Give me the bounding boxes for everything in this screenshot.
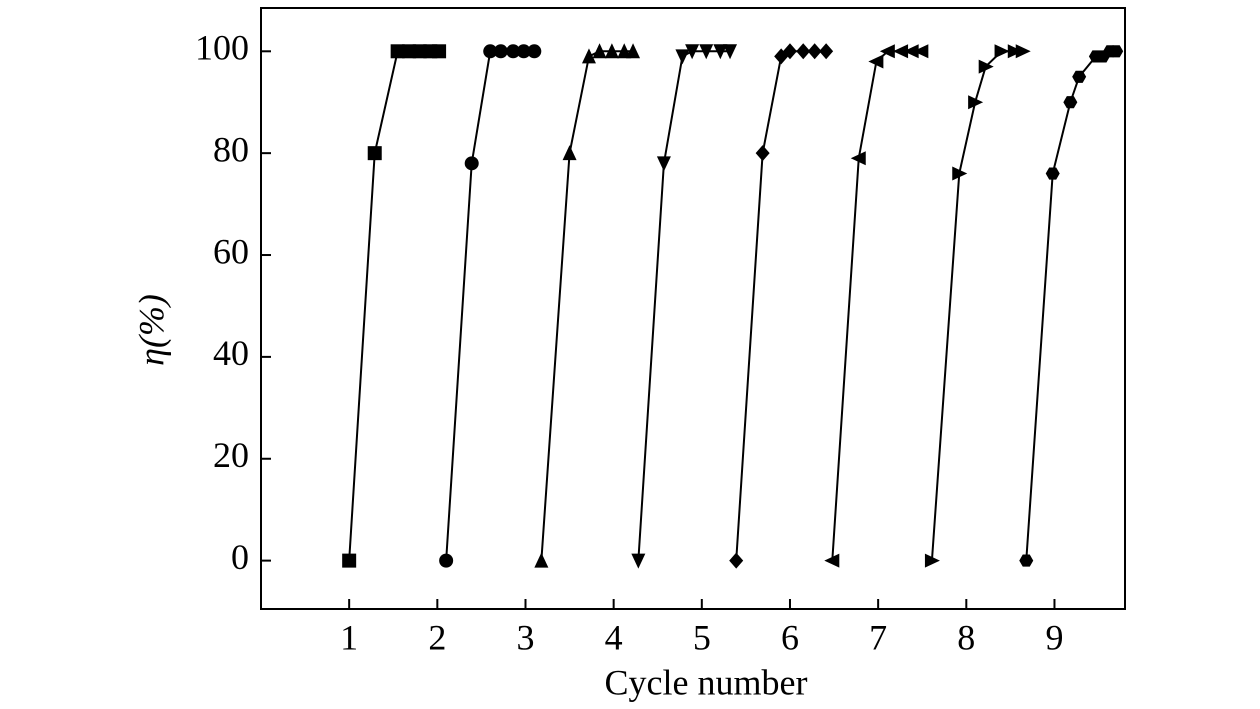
series-line bbox=[637, 50, 731, 561]
data-point bbox=[675, 49, 690, 65]
data-point bbox=[631, 553, 646, 569]
series-line bbox=[930, 50, 1023, 561]
y-axis-label: η(%) bbox=[131, 294, 171, 366]
data-point bbox=[796, 43, 811, 60]
data-point bbox=[755, 145, 770, 162]
data-point bbox=[723, 44, 738, 60]
data-point bbox=[562, 145, 577, 161]
data-point bbox=[493, 44, 508, 59]
y-tick-label: 0 bbox=[231, 537, 249, 577]
series-line bbox=[540, 50, 634, 561]
data-point bbox=[432, 44, 447, 59]
x-tick-label: 2 bbox=[428, 617, 446, 657]
y-tick-label: 20 bbox=[213, 435, 249, 475]
data-point bbox=[924, 553, 940, 568]
data-point bbox=[819, 43, 834, 60]
x-tick-label: 4 bbox=[605, 617, 623, 657]
data-point bbox=[626, 43, 641, 59]
data-point bbox=[729, 552, 744, 569]
series-line bbox=[445, 50, 535, 561]
x-tick-label: 3 bbox=[516, 617, 534, 657]
data-point bbox=[699, 44, 714, 60]
data-point bbox=[367, 146, 382, 161]
data-point bbox=[506, 44, 521, 59]
x-tick-label: 7 bbox=[869, 617, 887, 657]
data-point bbox=[824, 553, 840, 568]
data-point bbox=[592, 43, 607, 59]
x-tick-label: 8 bbox=[957, 617, 975, 657]
data-point bbox=[390, 44, 405, 59]
y-tick-label: 80 bbox=[213, 129, 249, 169]
data-point bbox=[994, 44, 1010, 59]
series-line bbox=[735, 50, 827, 561]
data-point bbox=[1045, 167, 1060, 180]
data-point bbox=[1063, 96, 1078, 109]
x-axis-label: Cycle number bbox=[605, 662, 808, 702]
y-tick-label: 60 bbox=[213, 231, 249, 271]
data-point bbox=[617, 43, 632, 59]
series-line bbox=[1025, 50, 1117, 561]
data-point bbox=[483, 44, 498, 59]
data-point bbox=[782, 43, 797, 60]
data-point bbox=[807, 43, 822, 60]
x-tick-label: 1 bbox=[340, 617, 358, 657]
data-point bbox=[516, 44, 531, 59]
x-tick-label: 6 bbox=[781, 617, 799, 657]
data-point bbox=[978, 59, 994, 74]
data-point bbox=[1007, 44, 1023, 59]
series-line bbox=[348, 50, 440, 561]
data-point bbox=[903, 44, 919, 59]
data-point bbox=[868, 54, 884, 69]
plot-frame bbox=[260, 7, 1126, 610]
data-point bbox=[342, 553, 357, 568]
data-point bbox=[1072, 70, 1087, 83]
series-line bbox=[831, 50, 922, 561]
data-point bbox=[968, 95, 984, 110]
data-point bbox=[527, 44, 542, 59]
data-point bbox=[656, 156, 671, 172]
data-point bbox=[685, 44, 700, 60]
data-point bbox=[604, 43, 619, 59]
y-tick-label: 100 bbox=[195, 28, 249, 68]
data-point bbox=[850, 151, 866, 166]
data-point bbox=[713, 44, 728, 60]
data-point bbox=[534, 552, 549, 568]
data-point bbox=[913, 44, 929, 59]
data-point bbox=[1015, 44, 1031, 59]
data-point bbox=[439, 553, 454, 568]
data-point bbox=[893, 44, 909, 59]
data-point bbox=[412, 44, 427, 59]
data-point bbox=[1109, 45, 1124, 58]
data-point bbox=[879, 44, 895, 59]
x-tick-label: 9 bbox=[1045, 617, 1063, 657]
data-point bbox=[1019, 554, 1034, 567]
data-point bbox=[464, 156, 479, 171]
x-tick-label: 5 bbox=[693, 617, 711, 657]
data-point bbox=[952, 166, 968, 181]
data-point bbox=[402, 44, 417, 59]
data-point bbox=[581, 48, 596, 64]
y-tick-label: 40 bbox=[213, 333, 249, 373]
